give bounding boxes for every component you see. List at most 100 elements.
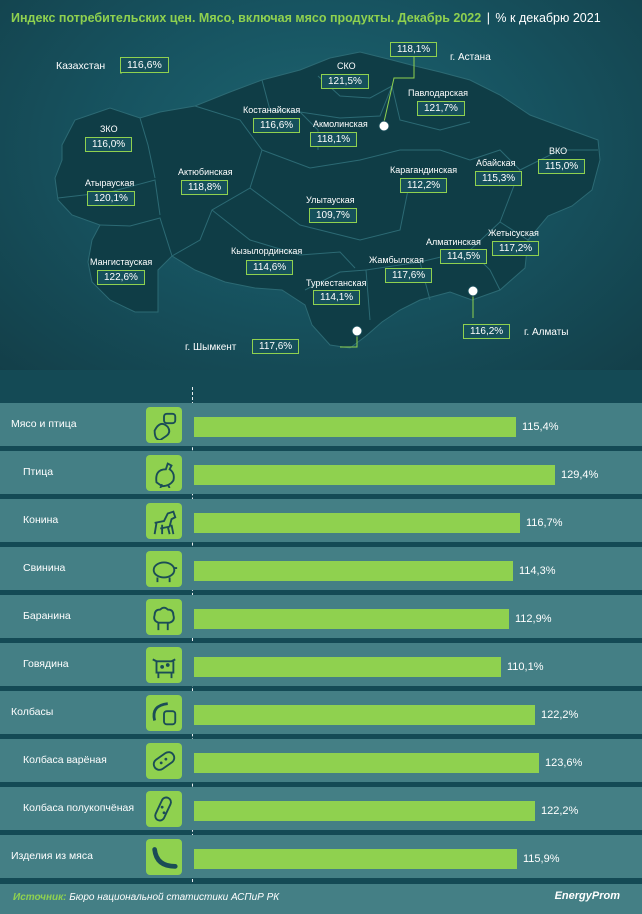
title-separator: | [486, 11, 490, 25]
bar-row: Свинина 114,3% [0, 547, 642, 590]
value-abai: 115,3% [475, 171, 523, 186]
cow-icon [146, 647, 182, 683]
border-atyrau [57, 179, 161, 216]
value-mangystau: 122,6% [97, 270, 145, 285]
value-akmola: 118,1% [310, 132, 358, 147]
sheep-icon [146, 599, 182, 635]
label-almaty: г. Алматы [524, 327, 569, 338]
label-sko: СКО [337, 61, 356, 71]
category-label: Колбаса варёная [23, 754, 107, 766]
value-kostanay: 116,6% [253, 118, 301, 133]
bar-value-label: 115,4% [522, 421, 559, 433]
category-label: Изделия из мяса [11, 850, 93, 862]
horse-icon [146, 503, 182, 539]
value-almaty-region: 114,5% [440, 249, 488, 264]
bar [194, 609, 509, 629]
bar-value-label: 129,4% [561, 469, 599, 481]
bar [194, 705, 535, 725]
label-aktobe: Актюбинская [178, 167, 233, 177]
label-kazakhstan: Казахстан [56, 60, 106, 72]
border-turkestan [304, 269, 371, 321]
label-almaty-region: Алматинская [426, 237, 481, 247]
value-zhetysu: 117,2% [492, 241, 540, 256]
label-kostanay: Костанайская [243, 105, 301, 115]
value-turkestan: 114,1% [313, 290, 361, 305]
source-label: Источник: [13, 892, 67, 903]
border-zko [139, 117, 156, 179]
label-akmola: Акмолинская [313, 119, 368, 129]
category-label: Птица [23, 466, 54, 478]
almaty-marker [467, 285, 479, 297]
chicken-icon [146, 455, 182, 491]
bar-value-label: 122,2% [541, 805, 579, 817]
border-abai [469, 149, 521, 223]
label-mangystau: Мангистауская [90, 257, 153, 267]
bar [194, 753, 539, 773]
label-atyrau: Атырауская [85, 178, 135, 188]
label-zko: ЗКО [100, 124, 118, 134]
bar-row: Колбасы 122,2% [0, 691, 642, 734]
bar-value-label: 112,9% [515, 613, 552, 625]
title-unit: % к декабрю 2021 [495, 11, 601, 25]
category-label: Свинина [23, 562, 66, 574]
border-vko [519, 149, 598, 171]
category-label: Баранина [23, 610, 71, 622]
leader-astana [383, 55, 415, 123]
label-pavlodar: Павлодарская [408, 88, 468, 98]
value-pavlodar: 121,7% [417, 101, 465, 116]
category-label: Колбаса полукопчёная [23, 802, 135, 814]
border-akmola [299, 85, 393, 119]
bar-value-label: 115,9% [523, 853, 560, 865]
bar-row: Говядина 110,1% [0, 643, 642, 686]
border-pavlodar [391, 85, 471, 131]
value-vko: 115,0% [538, 159, 586, 174]
border-kyzylorda [211, 209, 356, 269]
category-label: Колбасы [11, 706, 54, 718]
footer: Источник: Бюро национальной статистики А… [0, 884, 642, 914]
label-zhambyl: Жамбылская [369, 255, 424, 265]
bar [194, 417, 516, 437]
border-mangystau [99, 217, 173, 257]
page-title: Индекс потребительских цен. Мясо, включа… [11, 11, 601, 25]
label-turkestan: Туркестанская [306, 278, 367, 288]
value-zko: 116,0% [85, 137, 133, 152]
border-karaganda [261, 149, 471, 169]
category-label: Мясо и птица [11, 418, 77, 430]
label-vko: ВКО [549, 146, 568, 156]
value-almaty: 116,2% [463, 324, 511, 339]
bar-row: Колбаса варёная 123,6% [0, 739, 642, 782]
value-kyzylorda: 114,6% [246, 260, 294, 275]
bar [194, 561, 513, 581]
value-atyrau: 120,1% [87, 191, 135, 206]
value-sko: 121,5% [321, 74, 369, 89]
value-zhambyl: 117,6% [385, 268, 433, 283]
map-section: Индекс потребительских цен. Мясо, включа… [0, 0, 642, 370]
bar-row: Конина 116,7% [0, 499, 642, 542]
bar [194, 801, 535, 821]
bar [194, 465, 555, 485]
shymkent-marker [351, 325, 363, 337]
label-abai: Абайская [476, 158, 516, 168]
label-astana: г. Астана [450, 52, 491, 63]
label-kyzylorda: Кызылординская [231, 246, 303, 256]
bar-row: Птица 129,4% [0, 451, 642, 494]
label-shymkent: г. Шымкент [185, 342, 237, 353]
boiled-sausage-icon [146, 743, 182, 779]
value-aktobe: 118,8% [181, 180, 229, 195]
label-ulytau: Улытауская [306, 195, 355, 205]
brand-name: EnergyProm [554, 890, 620, 902]
value-ulytau: 109,7% [309, 208, 357, 223]
bar-value-label: 110,1% [507, 661, 544, 673]
label-zhetysu: Жетысуская [488, 228, 539, 238]
value-kazakhstan: 116,6% [120, 57, 169, 73]
value-karaganda: 112,2% [400, 178, 448, 193]
sausages-icon [146, 695, 182, 731]
astana-marker [378, 120, 390, 132]
value-astana: 118,1% [390, 42, 438, 57]
map-outline [54, 51, 601, 349]
smoked-sausage-icon [146, 791, 182, 827]
bar-row: Изделия из мяса 115,9% [0, 835, 642, 878]
meat-product-icon [146, 839, 182, 875]
value-shymkent: 117,6% [252, 339, 300, 354]
